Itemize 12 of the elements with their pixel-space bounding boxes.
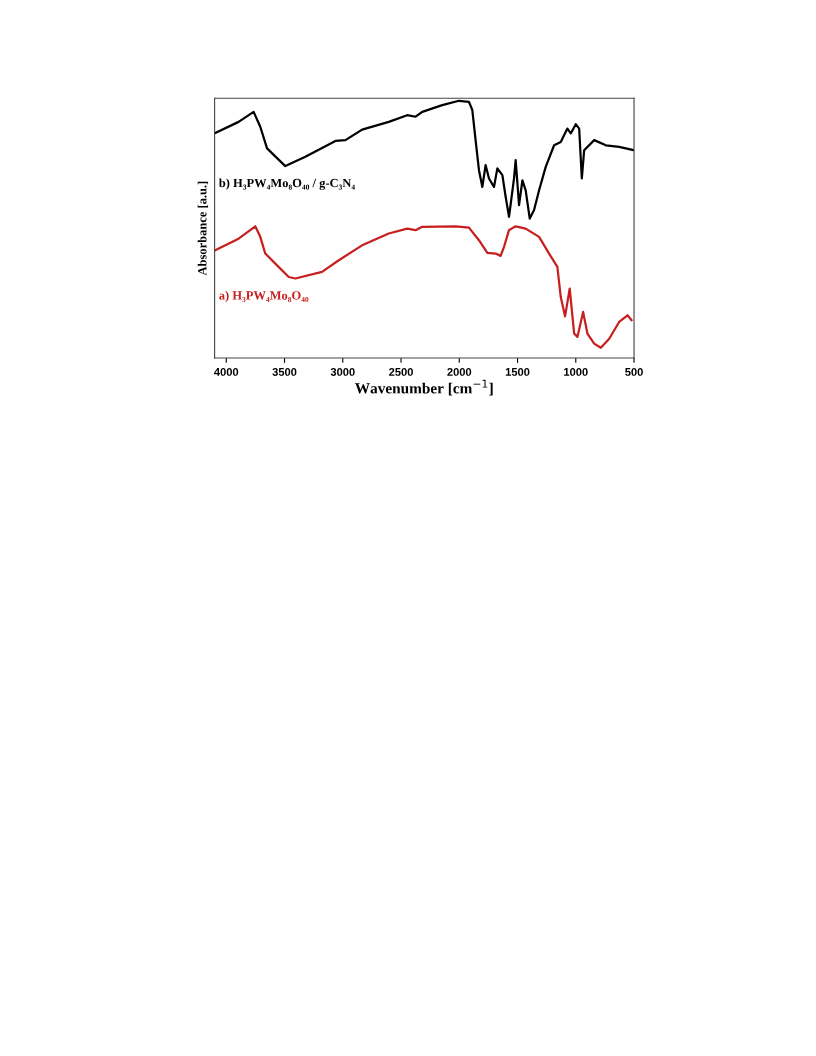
x-tick-label: 4000 <box>214 368 239 376</box>
x-tick-label: 1000 <box>564 368 588 376</box>
x-axis-title: Wavenumber [cm$^{−1}$] <box>355 379 493 396</box>
x-tick-label: 2000 <box>447 368 472 376</box>
x-tick-label: 500 <box>625 368 643 376</box>
series-label: b) H₃PW₄Mo₈O₄₀ / g-C₃N₄ <box>218 178 355 190</box>
series-label: a) H₃PW₄Mo₈O₄₀ <box>219 290 309 303</box>
x-tick-label: 3000 <box>330 368 355 376</box>
x-tick-label: 3500 <box>272 368 297 376</box>
x-tick-label: 1500 <box>505 368 530 376</box>
x-tick-label: 2500 <box>389 368 413 376</box>
y-axis-title: Absorbance [a.u.] <box>197 181 209 276</box>
